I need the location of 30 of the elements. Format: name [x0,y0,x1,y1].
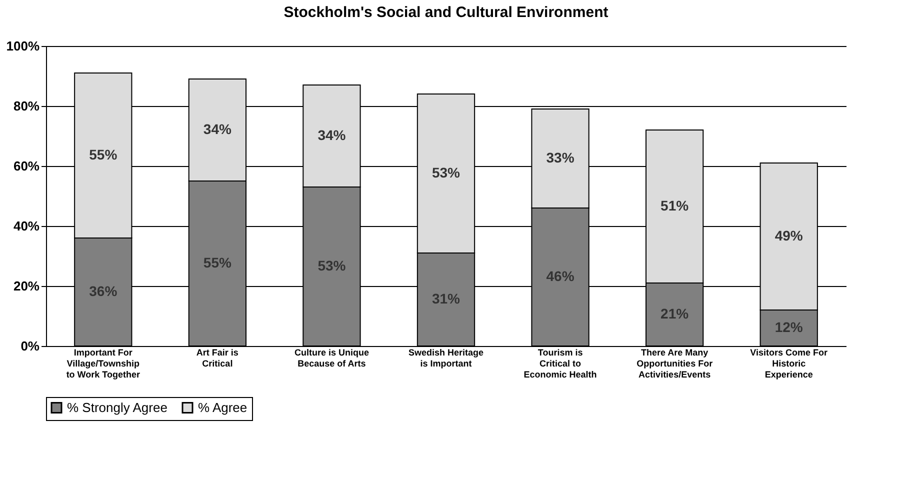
data-label: 21% [660,306,690,322]
data-label: 36% [89,283,118,299]
data-label: 34% [203,121,232,137]
x-tick-label: Art Fair is Critical [196,348,238,368]
data-label: 12% [774,319,804,335]
data-label: 53% [318,258,346,274]
x-tick-label: Important For Village/Township to Work Together [66,348,140,380]
y-tick-label: 100% [6,38,40,54]
data-label: 33% [546,150,575,166]
x-tick-label: Tourism is Critical to Economic Health [524,348,597,380]
data-label: 55% [89,146,118,162]
legend-label: % Agree [198,400,248,415]
y-tick-label: 40% [13,218,40,234]
y-tick-label: 20% [13,278,40,294]
x-tick-label: There Are Many Opportunities For Activities/Events [636,348,714,380]
data-label: 55% [203,254,232,270]
x-tick-label: Culture is Unique Because of Arts [294,348,369,368]
data-label: 49% [774,228,804,244]
data-label: 53% [432,164,461,180]
data-label: 31% [432,290,461,306]
data-label: 51% [660,198,690,214]
x-tick-label: Swedish Heritage is Important [408,348,484,368]
y-tick-label: 60% [13,158,40,174]
y-tick-label: 0% [20,338,40,354]
x-tick-label: Visitors Come For Historic Experience [750,348,828,380]
data-label: 46% [546,268,575,284]
y-tick-label: 80% [13,98,40,114]
legend-label: % Strongly Agree [67,400,168,415]
chart-title: Stockholm's Social and Cultural Environment [284,4,608,21]
data-label: 34% [318,127,346,143]
